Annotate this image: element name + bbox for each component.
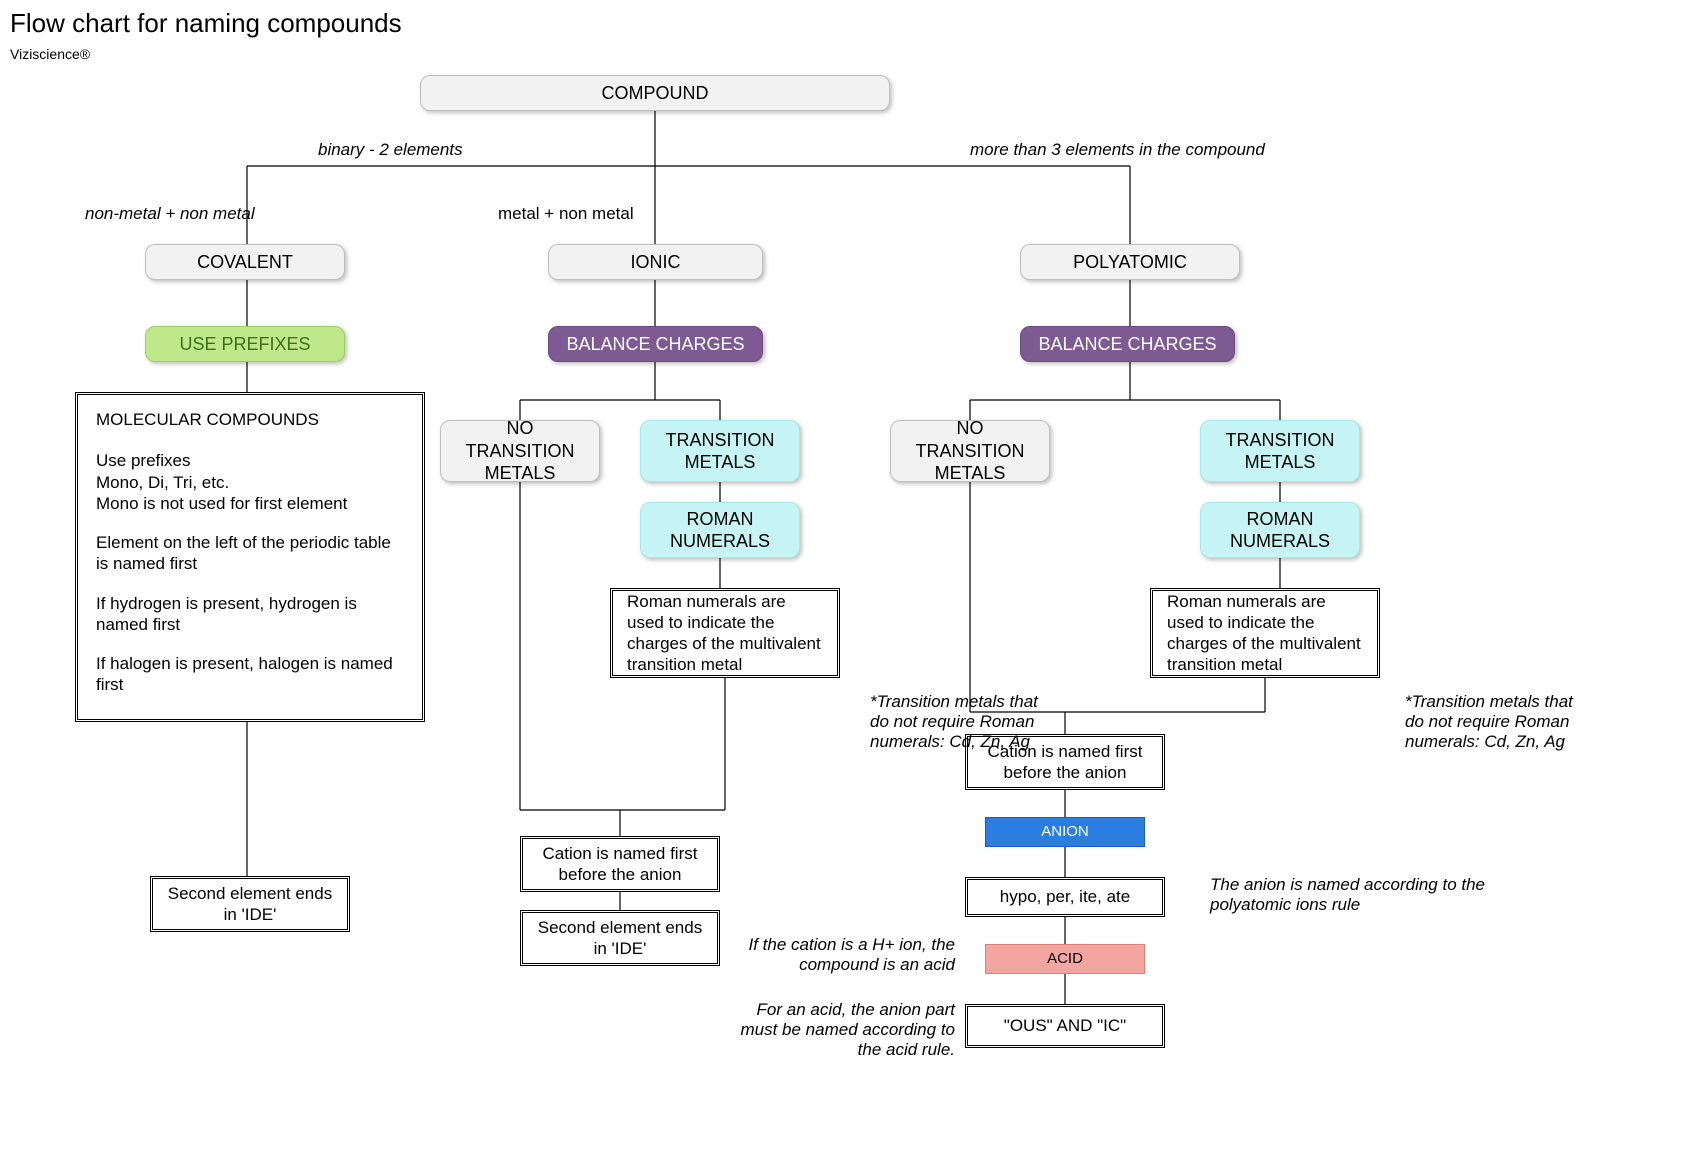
molecular-p2: Element on the left of the periodic tabl… (96, 532, 404, 575)
node-use-prefixes: USE PREFIXES (145, 326, 345, 362)
node-acid: ACID (985, 944, 1145, 974)
node-compound: COMPOUND (420, 75, 890, 111)
node-balance1: BALANCE CHARGES (548, 326, 763, 362)
node-anion-rule: hypo, per, ite, ate (965, 877, 1165, 917)
node-polyatomic: POLYATOMIC (1020, 244, 1240, 280)
annotation-anion-note: The anion is named according to the poly… (1210, 875, 1490, 915)
page-title: Flow chart for naming compounds (10, 8, 402, 39)
molecular-heading: MOLECULAR COMPOUNDS (96, 409, 404, 430)
node-no-trans2: NO TRANSITION METALS (890, 420, 1050, 482)
annotation-acid-note1: If the cation is a H+ ion, the compound … (735, 935, 955, 975)
node-acid-rule: "OUS" AND "IC" (965, 1004, 1165, 1048)
node-anion: ANION (985, 817, 1145, 847)
node-roman-note1: Roman numerals are used to indicate the … (610, 588, 840, 678)
molecular-p1: Use prefixesMono, Di, Tri, etc.Mono is n… (96, 450, 404, 514)
node-roman1: ROMAN NUMERALS (640, 502, 800, 558)
molecular-compounds-box: MOLECULAR COMPOUNDS Use prefixesMono, Di… (75, 392, 425, 722)
node-trans2: TRANSITION METALS (1200, 420, 1360, 482)
node-roman2: ROMAN NUMERALS (1200, 502, 1360, 558)
annotation-nm-nm: non-metal + non metal (85, 204, 255, 224)
flowchart-canvas: Flow chart for naming compounds Viziscie… (0, 0, 1692, 1176)
node-trans1: TRANSITION METALS (640, 420, 800, 482)
node-second-ide1: Second element ends in 'IDE' (150, 876, 350, 932)
node-roman-note2: Roman numerals are used to indicate the … (1150, 588, 1380, 678)
brand-label: Viziscience® (10, 46, 90, 62)
annotation-more3: more than 3 elements in the compound (970, 140, 1265, 160)
annotation-tm-note2: *Transition metals that do not require R… (1405, 692, 1585, 752)
annotation-tm-note1: *Transition metals that do not require R… (870, 692, 1050, 752)
molecular-p4: If halogen is present, halogen is named … (96, 653, 404, 696)
node-cation-first1: Cation is named first before the anion (520, 836, 720, 892)
node-second-ide2: Second element ends in 'IDE' (520, 910, 720, 966)
annotation-m-nm: metal + non metal (498, 204, 634, 224)
node-balance2: BALANCE CHARGES (1020, 326, 1235, 362)
node-ionic: IONIC (548, 244, 763, 280)
annotation-binary: binary - 2 elements (318, 140, 463, 160)
annotation-acid-note2: For an acid, the anion part must be name… (735, 1000, 955, 1060)
molecular-p3: If hydrogen is present, hydrogen is name… (96, 593, 404, 636)
node-covalent: COVALENT (145, 244, 345, 280)
node-no-trans1: NO TRANSITION METALS (440, 420, 600, 482)
